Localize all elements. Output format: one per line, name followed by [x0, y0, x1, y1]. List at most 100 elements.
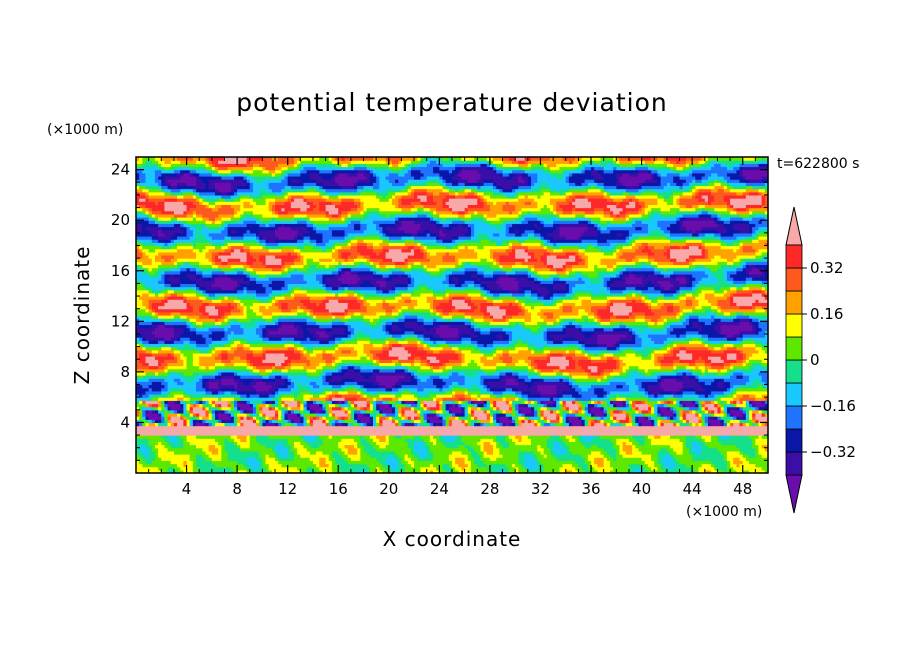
heatmap-cell — [186, 416, 191, 420]
heatmap-cell — [142, 160, 147, 164]
heatmap-cell — [278, 359, 282, 363]
heatmap-cell — [290, 251, 295, 256]
heatmap-cell — [183, 340, 188, 345]
heatmap-cell — [252, 182, 257, 187]
heatmap-cell — [142, 428, 147, 433]
heatmap-cell — [180, 333, 184, 338]
heatmap-cell — [224, 201, 229, 205]
heatmap-cell — [275, 248, 279, 253]
heatmap-cell — [224, 296, 229, 300]
heatmap-cell — [252, 349, 257, 354]
heatmap-cell — [142, 435, 147, 439]
heatmap-cell — [290, 466, 295, 471]
heatmap-cell — [265, 292, 270, 297]
heatmap-cell — [230, 403, 235, 408]
heatmap-cell — [221, 438, 226, 442]
heatmap-cell — [189, 356, 194, 360]
heatmap-cell — [262, 457, 267, 461]
heatmap-cell — [275, 365, 279, 370]
heatmap-cell — [186, 198, 191, 202]
heatmap-cell — [268, 454, 273, 458]
heatmap-cell — [290, 258, 295, 262]
heatmap-cell — [173, 340, 178, 345]
heatmap-cell — [161, 450, 166, 455]
heatmap-cell — [154, 359, 159, 363]
heatmap-cell — [240, 239, 245, 243]
heatmap-cell — [208, 273, 213, 278]
heatmap-cell — [252, 441, 257, 446]
heatmap-cell — [256, 207, 260, 212]
heatmap-cell — [230, 397, 235, 401]
heatmap-cell — [196, 435, 200, 439]
heatmap-cell — [221, 157, 226, 161]
heatmap-cell — [186, 175, 191, 180]
heatmap-cell — [189, 264, 194, 269]
heatmap-cell — [249, 349, 254, 354]
heatmap-cell — [281, 248, 286, 253]
heatmap-cell — [202, 330, 207, 335]
heatmap-cell — [256, 447, 260, 452]
heatmap-cell — [227, 254, 232, 259]
heatmap-cell — [290, 352, 295, 357]
heatmap-cell — [161, 365, 166, 370]
heatmap-cell — [246, 324, 251, 329]
heatmap-cell — [154, 460, 159, 465]
heatmap-cell — [259, 273, 263, 278]
heatmap-cell — [189, 172, 194, 177]
heatmap-cell — [139, 441, 143, 446]
heatmap-cell — [180, 318, 184, 322]
heatmap-cell — [218, 346, 222, 351]
heatmap-cell — [161, 431, 166, 436]
heatmap-cell — [243, 384, 248, 389]
heatmap-cell — [202, 261, 207, 266]
heatmap-cell — [167, 163, 172, 168]
heatmap-cell — [268, 425, 273, 430]
heatmap-cell — [281, 264, 286, 269]
heatmap-cell — [271, 296, 276, 300]
heatmap-cell — [170, 236, 175, 240]
heatmap-cell — [215, 381, 219, 386]
heatmap-cell — [265, 419, 270, 424]
heatmap-cell — [259, 157, 263, 161]
heatmap-cell — [136, 245, 140, 250]
heatmap-cell — [173, 267, 178, 272]
heatmap-cell — [218, 182, 222, 187]
heatmap-cell — [249, 296, 254, 300]
heatmap-cell — [180, 469, 184, 474]
heatmap-cell — [136, 229, 140, 234]
heatmap-cell — [151, 261, 156, 266]
heatmap-cell — [199, 172, 203, 177]
heatmap-cell — [208, 454, 213, 458]
heatmap-cell — [170, 308, 175, 313]
heatmap-cell — [189, 343, 194, 348]
heatmap-cell — [148, 450, 153, 455]
heatmap-cell — [205, 236, 210, 240]
heatmap-cell — [186, 371, 191, 376]
heatmap-cell — [177, 425, 181, 430]
heatmap-cell — [259, 333, 263, 338]
heatmap-cell — [246, 289, 251, 294]
heatmap-cell — [284, 371, 289, 376]
heatmap-cell — [237, 397, 241, 401]
heatmap-cell — [211, 438, 216, 442]
heatmap-cell — [151, 175, 156, 180]
heatmap-cell — [196, 444, 200, 449]
heatmap-cell — [265, 450, 270, 455]
heatmap-cell — [205, 223, 210, 228]
heatmap-cell — [139, 375, 143, 379]
heatmap-cell — [271, 330, 276, 335]
heatmap-cell — [189, 359, 194, 363]
heatmap-cell — [240, 444, 245, 449]
heatmap-cell — [170, 226, 175, 231]
heatmap-cell — [167, 384, 172, 389]
heatmap-cell — [275, 157, 279, 161]
heatmap-cell — [278, 371, 282, 376]
heatmap-cell — [265, 232, 270, 237]
heatmap-cell — [202, 251, 207, 256]
heatmap-cell — [180, 422, 184, 427]
heatmap-cell — [145, 179, 150, 183]
heatmap-cell — [233, 416, 238, 420]
heatmap-cell — [252, 466, 257, 471]
heatmap-cell — [262, 292, 267, 297]
heatmap-cell — [224, 365, 229, 370]
